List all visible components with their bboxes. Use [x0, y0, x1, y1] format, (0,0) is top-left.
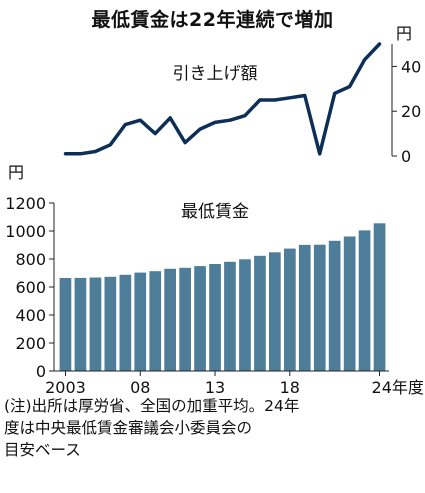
min-wage-bar: [74, 277, 87, 371]
line-y-tick-label: 20: [401, 102, 421, 121]
bar-x-tick-label: 18: [280, 378, 300, 395]
raise-amount-point: [79, 152, 82, 155]
min-wage-bar: [89, 277, 102, 371]
footnote-line-2: 度は中央最低賃金審議会小委員会の: [4, 419, 253, 437]
min-wage-bar: [209, 264, 221, 371]
raise-amount-point: [139, 118, 142, 122]
raise-amount-point: [303, 94, 306, 97]
line-y-unit: 円: [396, 24, 412, 43]
footnote-line-1: (注)出所は厚労省、全国の加重平均。24年: [4, 397, 300, 415]
bar-y-tick-label: 800: [15, 250, 46, 269]
raise-amount-point: [154, 132, 157, 135]
min-wage-bar: [269, 252, 281, 371]
raise-amount-point: [124, 123, 127, 126]
raise-amount-point: [168, 116, 172, 120]
min-wage-bar: [134, 272, 147, 371]
bar-y-tick-label: 1200: [5, 194, 46, 213]
footnote: (注)出所は厚労省、全国の加重平均。24年 度は中央最低賃金審議会小委員会の 目…: [4, 395, 422, 461]
raise-amount-point: [258, 98, 262, 102]
min-wage-bar: [298, 244, 311, 371]
min-wage-bar: [194, 266, 206, 371]
raise-amount-point: [273, 98, 277, 102]
min-wage-bar: [119, 274, 132, 371]
min-wage-bar: [149, 271, 162, 371]
min-wage-bar: [179, 267, 191, 371]
line-y-tick-label: 0: [401, 147, 411, 166]
raise-amount-point: [198, 127, 202, 131]
bar-y-tick-label: 0: [36, 362, 46, 381]
raise-amount-point: [288, 96, 291, 99]
line-series-title: 引き上げ額: [173, 64, 258, 84]
min-wage-bar: [254, 255, 266, 371]
min-wage-bar: [164, 268, 176, 371]
raise-amount-line: [63, 42, 382, 156]
raise-amount-point: [183, 141, 187, 144]
raise-amount-point: [64, 152, 67, 155]
min-wage-bar: [239, 259, 251, 371]
raise-amount-point: [318, 152, 321, 155]
raise-amount-point: [333, 92, 336, 95]
bar-y-tick-label: 1000: [5, 222, 46, 241]
raise-amount-point: [363, 58, 366, 61]
bar-x-tick-label: 13: [205, 378, 225, 395]
bar-x-tick-label: 24年度: [372, 378, 424, 395]
min-wage-bar: [313, 244, 326, 371]
raise-amount-point: [228, 118, 232, 122]
raise-amount-point: [213, 121, 217, 124]
bar-x-tick-label: 08: [130, 378, 150, 395]
min-wage-bar: [358, 230, 371, 371]
bar-y-tick-label: 600: [15, 278, 46, 297]
min-wage-bar: [373, 223, 386, 371]
bar-series-title: 最低賃金: [181, 202, 249, 222]
raise-amount-point: [348, 85, 351, 88]
bar-y-tick-label: 200: [15, 334, 46, 353]
raise-amount-point: [378, 42, 381, 46]
chart-title: 最低賃金は22年連続で増加: [91, 9, 334, 31]
min-wage-bar: [343, 236, 356, 371]
min-wage-bar: [59, 278, 72, 371]
raise-amount-point: [94, 150, 97, 153]
footnote-line-3: 目安ベース: [4, 441, 81, 459]
line-y-tick-label: 40: [401, 57, 421, 76]
bar-x-tick-label: 2003: [45, 378, 86, 395]
raise-amount-point: [243, 114, 247, 117]
min-wage-bar: [284, 248, 296, 371]
min-wage-bar: [328, 240, 341, 371]
bar-y-tick-label: 400: [15, 306, 46, 325]
bar-y-unit: 円: [8, 163, 24, 182]
min-wage-bar: [104, 276, 117, 371]
min-wage-bar: [224, 261, 236, 371]
raise-amount-point: [109, 143, 112, 146]
